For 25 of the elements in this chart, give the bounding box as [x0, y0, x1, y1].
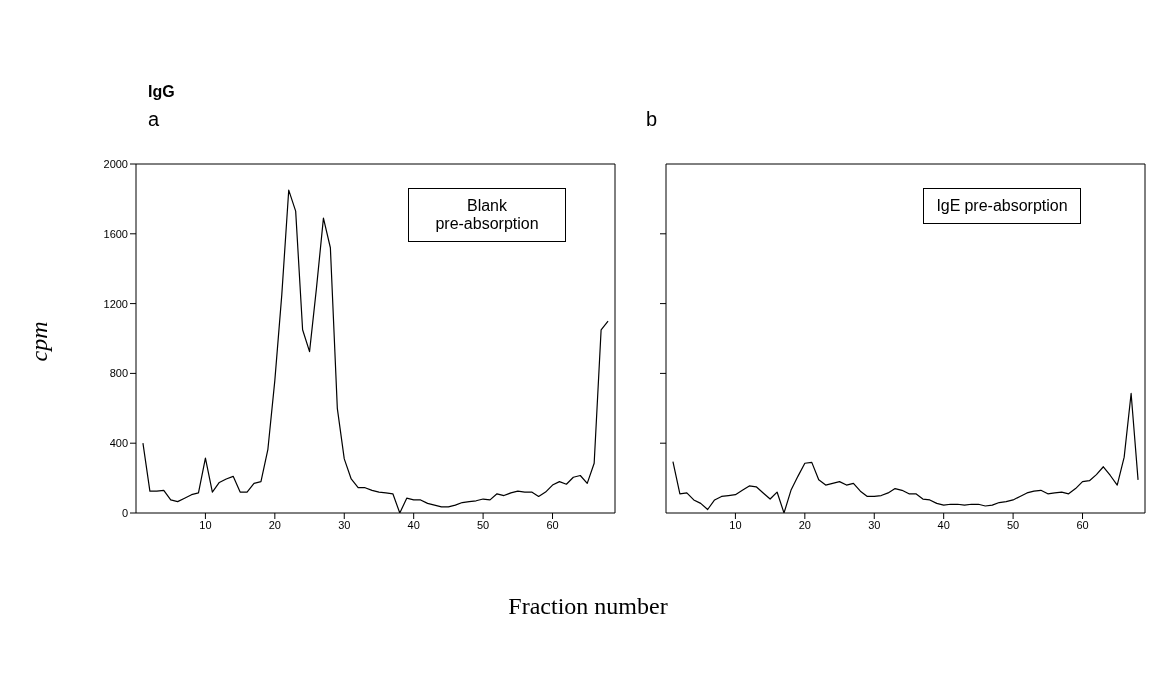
y-axis-title: cpm	[26, 321, 54, 362]
x-tick-label: 30	[338, 518, 351, 531]
y-tick-label: 1600	[103, 227, 128, 240]
x-tick-label: 60	[546, 518, 559, 531]
x-tick-label: 20	[798, 518, 811, 531]
x-tick-label: 10	[729, 518, 742, 531]
x-tick-label: 40	[407, 518, 420, 531]
y-tick-label: 2000	[103, 157, 128, 170]
x-tick-label: 10	[199, 518, 212, 531]
x-tick-label: 20	[268, 518, 281, 531]
x-tick-label: 40	[937, 518, 950, 531]
x-tick-label: 50	[1006, 518, 1020, 531]
chart-subtitle: b	[646, 108, 658, 131]
annotation: Blank pre-absorption	[435, 197, 539, 233]
x-tick-label: 30	[868, 518, 881, 531]
y-tick-label: 0	[121, 506, 128, 519]
x-tick-label: 60	[1076, 518, 1089, 531]
chart-subtitle: a	[148, 108, 160, 131]
chart-title: IgG	[148, 83, 175, 101]
y-tick-label: 800	[109, 367, 128, 380]
y-tick-label: 400	[109, 437, 128, 450]
y-tick-label: 1200	[103, 297, 128, 310]
annotation: IgE pre-absorption	[936, 197, 1068, 215]
x-tick-label: 50	[476, 518, 490, 531]
x-axis-title: Fraction number	[507, 593, 669, 620]
